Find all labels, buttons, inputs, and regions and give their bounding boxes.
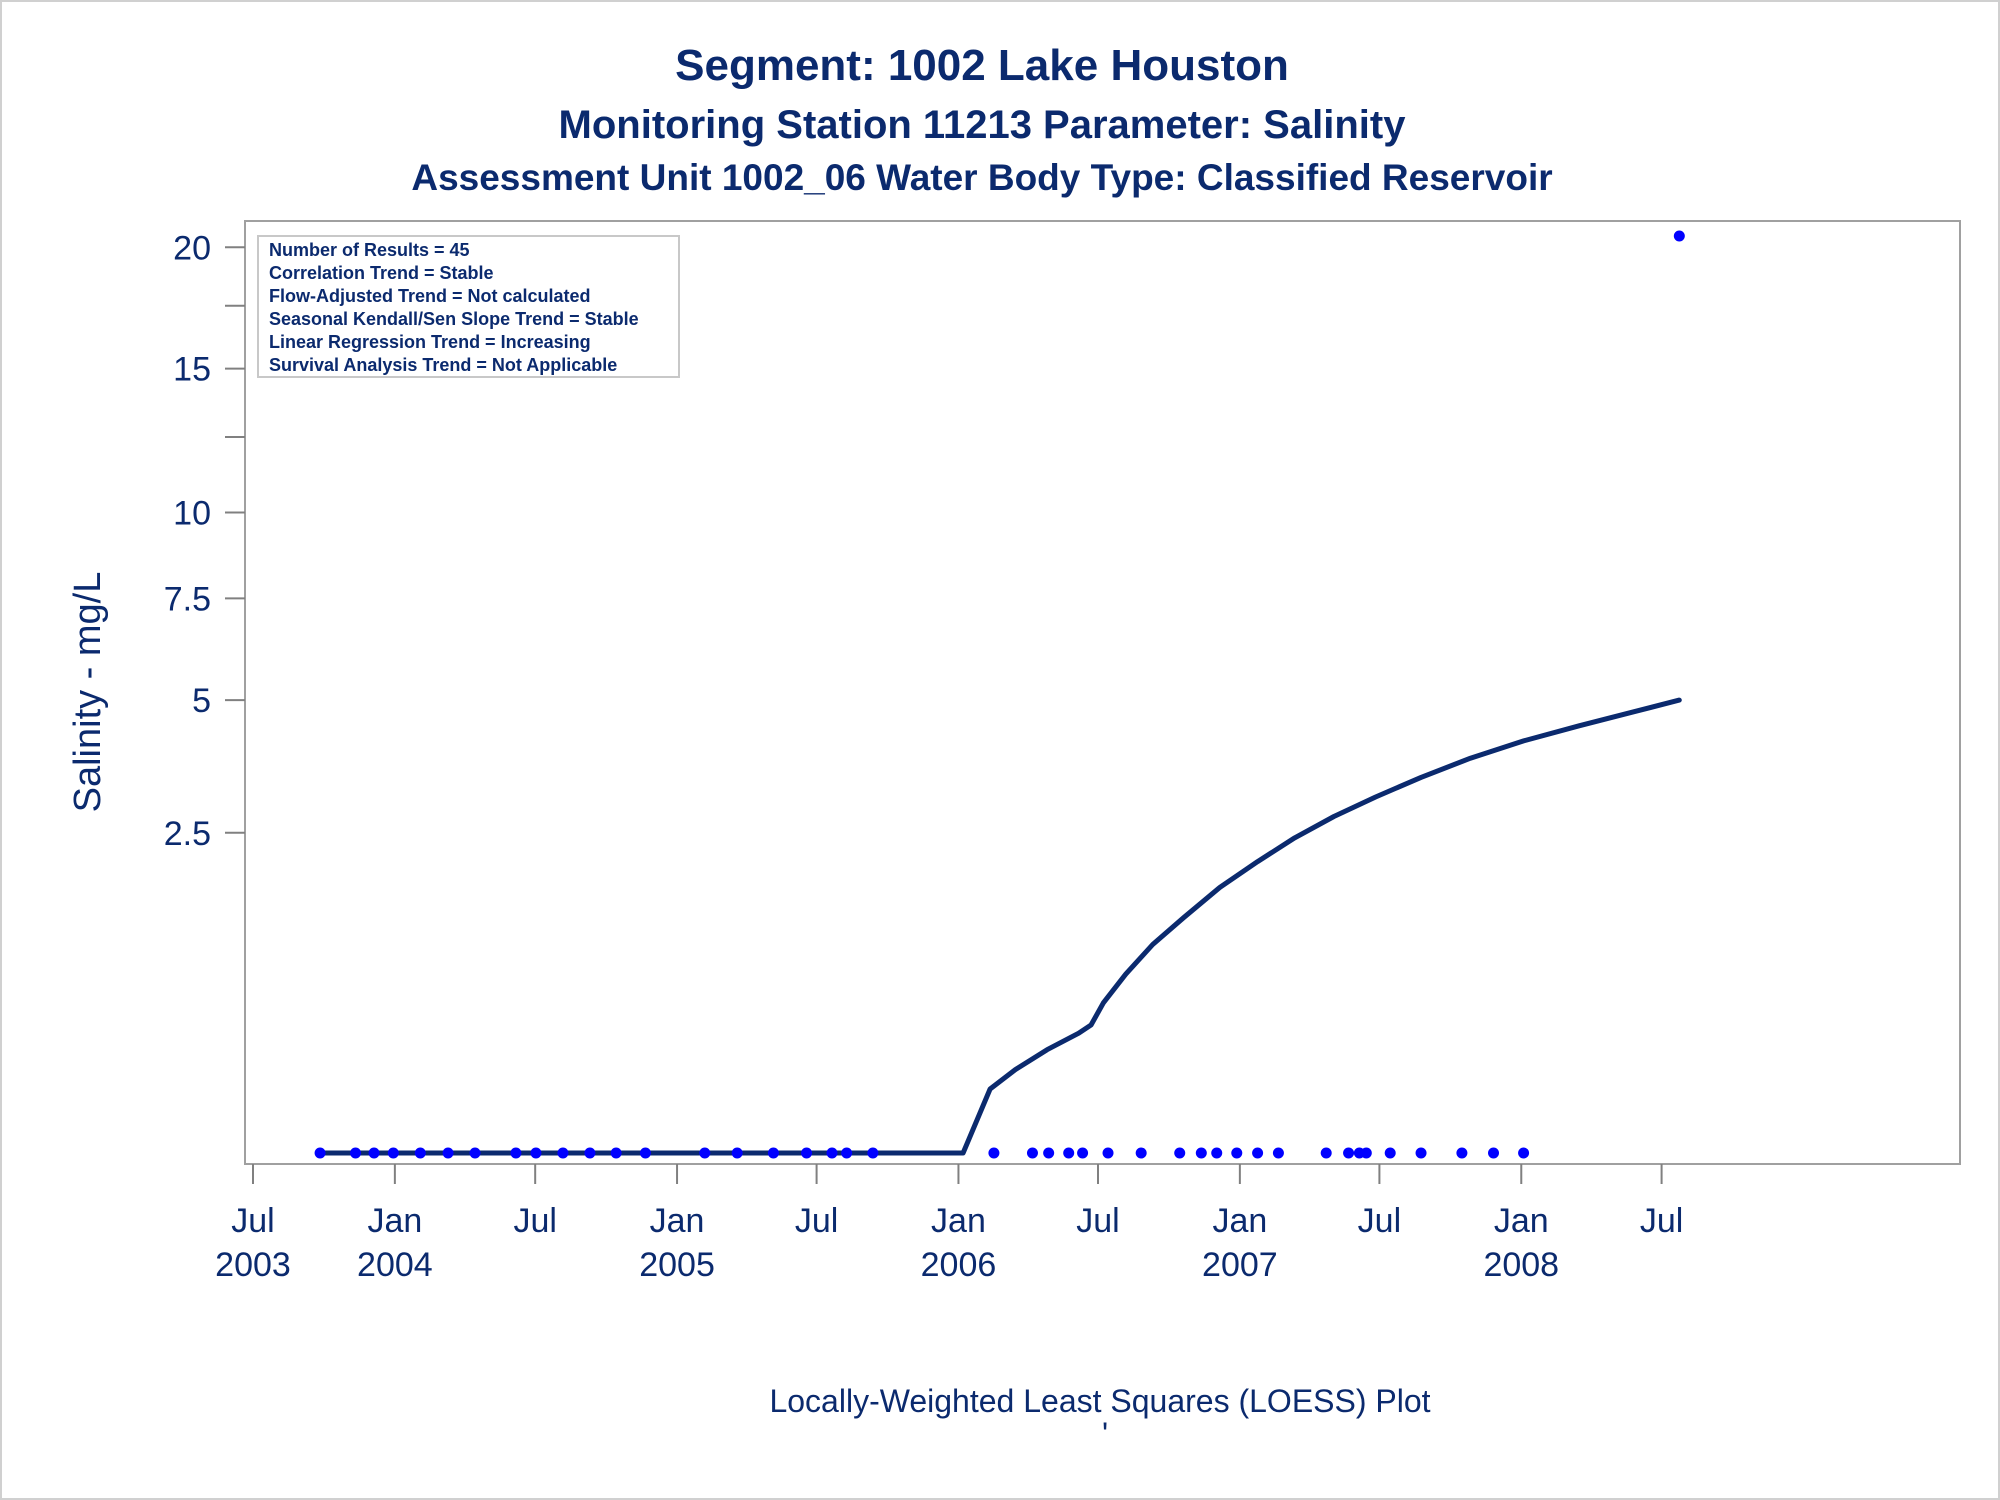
footnote-mark: ' xyxy=(1102,1416,1108,1452)
x-tick-label: Jul xyxy=(1358,1202,1401,1240)
legend-frame xyxy=(257,235,680,378)
data-point xyxy=(387,1147,399,1159)
loess-curve xyxy=(317,697,1682,1156)
data-point xyxy=(826,1147,838,1159)
y-tick-label: 15 xyxy=(173,351,211,389)
data-point xyxy=(1231,1147,1243,1159)
x-tick-label: Jul xyxy=(1640,1202,1683,1240)
data-point xyxy=(584,1147,596,1159)
plot-area xyxy=(244,220,1961,1165)
x-tick-year-label: 2006 xyxy=(921,1246,997,1284)
x-tick-year-label: 2008 xyxy=(1483,1246,1559,1284)
data-point xyxy=(1415,1147,1427,1159)
data-point xyxy=(1252,1147,1264,1159)
legend-line: Number of Results = 45 xyxy=(269,240,470,260)
legend-line: Seasonal Kendall/Sen Slope Trend = Stabl… xyxy=(269,309,639,329)
chart-subtitle-2: Assessment Unit 1002_06 Water Body Type:… xyxy=(411,157,1552,198)
x-tick-label: Jul xyxy=(231,1202,274,1240)
data-point xyxy=(442,1147,454,1159)
x-tick-label: Jan xyxy=(931,1202,986,1240)
data-point xyxy=(867,1147,879,1159)
chart-footnote: Locally-Weighted Least Squares (LOESS) P… xyxy=(769,1383,1430,1419)
data-point xyxy=(510,1147,522,1159)
data-point xyxy=(1077,1147,1089,1159)
data-point xyxy=(1488,1147,1500,1159)
x-tick-label: Jul xyxy=(1076,1202,1119,1240)
data-point xyxy=(699,1147,711,1159)
y-tick-label: 20 xyxy=(173,229,211,267)
data-point xyxy=(368,1147,380,1159)
data-point xyxy=(1272,1147,1284,1159)
data-point xyxy=(1384,1147,1396,1159)
chart-title: Segment: 1002 Lake Houston xyxy=(675,41,1289,90)
data-point xyxy=(610,1147,622,1159)
y-axis: 2.5 5 7.5 10 15 20 xyxy=(164,229,245,853)
data-point xyxy=(1456,1147,1468,1159)
data-point xyxy=(1135,1147,1147,1159)
x-tick-year-label: 2003 xyxy=(215,1246,291,1284)
data-point xyxy=(1673,230,1685,242)
y-tick-label: 2.5 xyxy=(164,815,211,853)
x-tick-year-label: 2005 xyxy=(639,1246,715,1284)
data-point xyxy=(988,1147,1000,1159)
chart-subtitle: Monitoring Station 11213 Parameter: Sali… xyxy=(559,103,1407,147)
data-point xyxy=(731,1147,743,1159)
data-point xyxy=(1211,1147,1223,1159)
legend-line: Survival Analysis Trend = Not Applicable xyxy=(269,355,617,375)
y-tick-label: 7.5 xyxy=(164,580,211,618)
data-point xyxy=(1063,1147,1075,1159)
y-tick-label: 10 xyxy=(173,495,211,533)
series-layer xyxy=(314,230,1685,1159)
data-point xyxy=(1102,1147,1114,1159)
y-axis-label: Salinity - mg/L xyxy=(67,572,109,813)
x-tick-label: Jan xyxy=(1494,1202,1549,1240)
data-point xyxy=(469,1147,481,1159)
data-point xyxy=(639,1147,651,1159)
legend-line: Linear Regression Trend = Increasing xyxy=(269,332,591,352)
data-point xyxy=(841,1147,853,1159)
x-tick-label: Jan xyxy=(367,1202,422,1240)
legend-line: Correlation Trend = Stable xyxy=(269,263,494,283)
data-point xyxy=(314,1147,326,1159)
data-point xyxy=(1174,1147,1186,1159)
x-tick-label: Jan xyxy=(1212,1202,1267,1240)
data-point xyxy=(414,1147,426,1159)
x-tick-label: Jan xyxy=(650,1202,705,1240)
legend-line: Flow-Adjusted Trend = Not calculated xyxy=(269,286,591,306)
data-point xyxy=(801,1147,813,1159)
x-tick-label: Jul xyxy=(513,1202,556,1240)
legend-box: Number of Results = 45 Correlation Trend… xyxy=(257,235,680,378)
data-point xyxy=(1360,1147,1372,1159)
data-point xyxy=(350,1147,362,1159)
x-tick-year-label: 2007 xyxy=(1202,1246,1278,1284)
data-point xyxy=(1518,1147,1530,1159)
data-point xyxy=(1043,1147,1055,1159)
data-point xyxy=(1195,1147,1207,1159)
data-point xyxy=(557,1147,569,1159)
x-axis: Jul 2003 Jan 2004 Jul Jan 2005 Jul Jan 2006 Jul Jan… xyxy=(215,1164,1683,1284)
data-point xyxy=(1320,1147,1332,1159)
data-point xyxy=(530,1147,542,1159)
data-point xyxy=(767,1147,779,1159)
data-point xyxy=(1343,1147,1355,1159)
x-tick-label: Jul xyxy=(795,1202,838,1240)
x-tick-year-label: 2004 xyxy=(357,1246,433,1284)
y-tick-label: 5 xyxy=(192,682,211,720)
data-point xyxy=(1026,1147,1038,1159)
